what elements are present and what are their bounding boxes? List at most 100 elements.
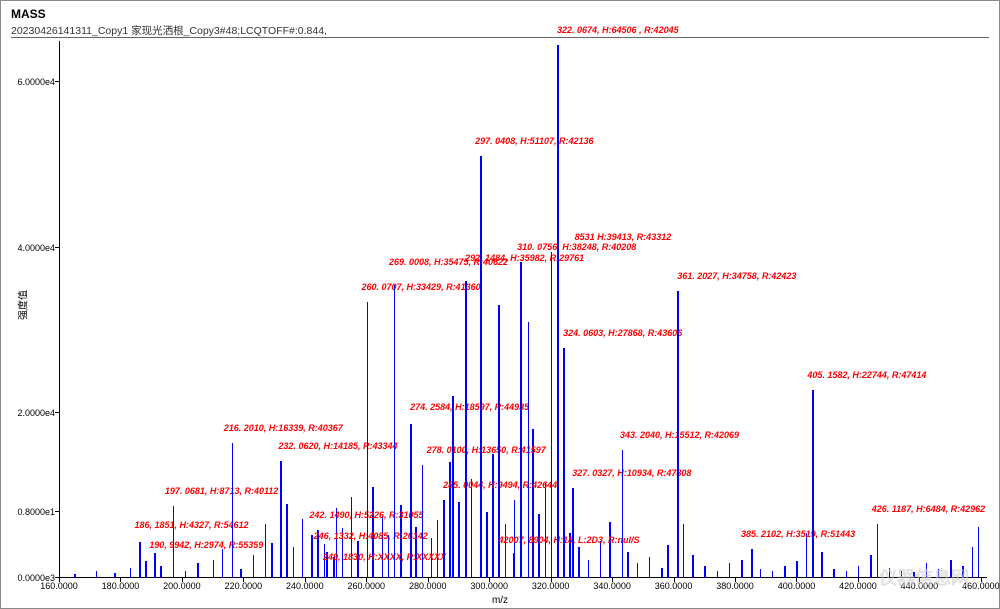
peak-label: 232. 0620, H:14185, R:43344 (278, 442, 397, 451)
peak-label: 260. 0707, H:33429, R:41360 (362, 283, 481, 292)
noise-peak (130, 568, 132, 578)
peak-label: 361. 2027, H:34758, R:42423 (677, 272, 796, 281)
peak-label: 8531 H:39413, R:43312 (575, 233, 672, 242)
noise-peak (458, 502, 460, 578)
noise-peak (972, 547, 974, 578)
mass-peak (139, 542, 141, 578)
noise-peak (717, 571, 719, 578)
header-divider (11, 37, 989, 38)
mass-peak (877, 524, 879, 578)
noise-peak (821, 552, 823, 578)
peak-label: 405. 1582, H:22744, R:47414 (807, 371, 926, 380)
mass-peak (154, 553, 156, 578)
noise-peak (545, 483, 547, 578)
mass-peak (520, 262, 522, 578)
noise-peak (160, 566, 162, 578)
mass-peak (311, 535, 313, 578)
noise-peak (492, 454, 494, 578)
mass-peak (422, 465, 424, 578)
y-tick-label: 6.0000e4 (15, 77, 59, 87)
noise-peak (649, 557, 651, 578)
peak-label: 197. 0681, H:8713, R:40112 (165, 487, 278, 496)
peak-label: 190, 9942, H:2974, R:55359 (149, 541, 263, 550)
peak-label: 285. 0044, H:9494, R:42644 (443, 481, 557, 490)
y-tick-label: 2.0000e4 (15, 408, 59, 418)
noise-peak (637, 563, 639, 578)
noise-peak (382, 516, 384, 578)
peak-label: 343. 2040, H:15512, R:42069 (620, 431, 739, 440)
noise-peak (302, 519, 304, 578)
mass-peak (513, 553, 515, 578)
mass-peak (978, 527, 980, 578)
mass-peak (410, 424, 412, 578)
peak-label: 216. 2010, H:16339, R:40367 (224, 424, 343, 433)
mass-peak (443, 500, 445, 578)
mass-peak (572, 488, 574, 578)
peak-label: 249, 1830, H:XXXX, R:XXXXX (323, 553, 446, 562)
mass-peak (367, 302, 369, 578)
mass-peak (563, 348, 565, 578)
noise-peak (185, 571, 187, 578)
noise-peak (870, 555, 872, 578)
noise-peak (784, 566, 786, 578)
noise-peak (741, 560, 743, 578)
mass-peak (173, 506, 175, 578)
peak-label: 327. 0327, H:10934, R:47808 (572, 469, 691, 478)
noise-peak (729, 563, 731, 578)
noise-peak (858, 566, 860, 578)
mass-peak (528, 322, 530, 578)
noise-peak (293, 547, 295, 578)
noise-peak (253, 555, 255, 578)
noise-peak (437, 520, 439, 578)
peak-label: 292. 1484, H:35982, R:29761 (465, 254, 584, 263)
noise-peak (833, 569, 835, 578)
noise-peak (704, 566, 706, 578)
y-axis-line (59, 41, 60, 578)
noise-peak (609, 522, 611, 578)
noise-peak (683, 524, 685, 578)
mass-peak (557, 45, 559, 578)
noise-peak (145, 561, 147, 578)
mass-peak (465, 281, 467, 578)
noise-peak (240, 569, 242, 578)
noise-peak (627, 552, 629, 578)
noise-peak (538, 514, 540, 578)
mass-peak (232, 443, 234, 578)
noise-peak (588, 560, 590, 578)
peak-label: 274. 2584, H:18597, R:44935 (410, 403, 529, 412)
x-axis-label: m/z (492, 595, 508, 606)
y-axis-label: 强度值 (15, 290, 30, 320)
peak-label: 322. 0674, H:64506 , R:42045 (557, 26, 679, 35)
mass-peak (280, 461, 282, 578)
mass-peak (751, 549, 753, 578)
mass-peak (622, 450, 624, 578)
noise-peak (661, 568, 663, 578)
noise-peak (271, 543, 273, 578)
noise-peak (846, 571, 848, 578)
peak-label: 310. 0756, H:38248, R:40208 (517, 243, 636, 252)
y-tick-label: 0.8000e1 (15, 507, 59, 517)
mass-peak (677, 291, 679, 578)
noise-peak (222, 549, 224, 578)
peak-label: 426. 1187, H:6484, R:42962 (872, 505, 985, 514)
mass-peak (551, 252, 553, 578)
noise-peak (197, 563, 199, 578)
peak-label: 297. 0408, H:51107, R:42136 (475, 137, 593, 146)
noise-peak (796, 561, 798, 578)
noise-peak (486, 512, 488, 578)
noise-peak (74, 574, 76, 578)
noise-peak (760, 569, 762, 578)
noise-peak (213, 560, 215, 578)
mass-peak (812, 390, 814, 578)
noise-peak (578, 547, 580, 578)
spectrum-window: MASS 20230426141311_Copy1 家现光洒根_Copy3#48… (0, 0, 1000, 609)
noise-peak (772, 571, 774, 578)
noise-peak (505, 524, 507, 578)
noise-peak (600, 541, 602, 578)
noise-peak (286, 504, 288, 578)
mass-peak (480, 156, 482, 578)
chart-title: MASS (11, 7, 46, 21)
chart-subtitle: 20230426141311_Copy1 家现光洒根_Copy3#48;LCQT… (11, 23, 327, 38)
y-tick-label: 4.0000e4 (15, 243, 59, 253)
noise-peak (806, 533, 808, 578)
